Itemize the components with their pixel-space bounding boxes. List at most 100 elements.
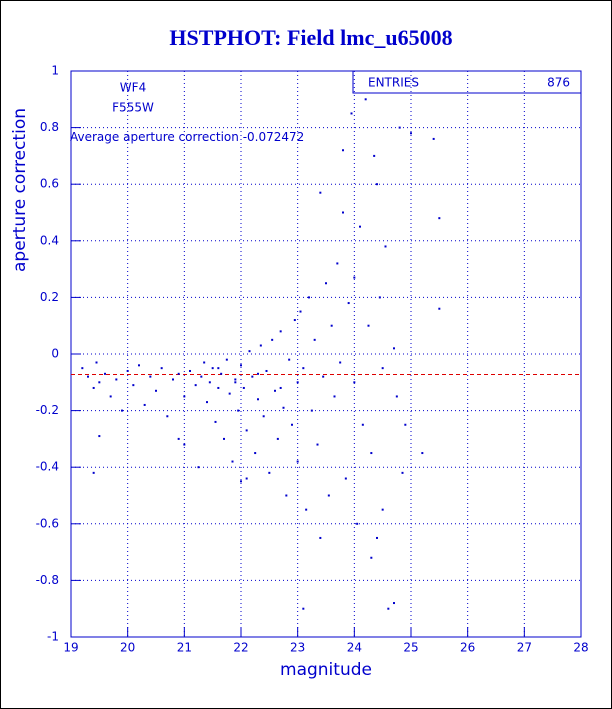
point xyxy=(305,508,308,511)
chart-title: HSTPHOT: Field lmc_u65008 xyxy=(169,25,452,50)
y-tick-label: -0.4 xyxy=(36,460,59,474)
point xyxy=(279,330,282,333)
point xyxy=(302,367,305,370)
point xyxy=(214,420,217,423)
point xyxy=(322,375,325,378)
point xyxy=(228,392,231,395)
point xyxy=(373,154,376,157)
point xyxy=(393,602,395,605)
point xyxy=(370,556,373,559)
point xyxy=(359,225,361,228)
point xyxy=(183,443,186,446)
point xyxy=(200,375,203,378)
point xyxy=(370,452,373,455)
point xyxy=(234,381,237,384)
point xyxy=(206,401,208,404)
point xyxy=(319,536,322,539)
point xyxy=(293,319,296,322)
point xyxy=(189,369,191,372)
point xyxy=(194,384,197,387)
point xyxy=(308,296,310,299)
point xyxy=(220,372,223,375)
point xyxy=(296,460,299,463)
point xyxy=(404,423,407,426)
point xyxy=(155,389,157,392)
x-tick-label: 25 xyxy=(403,641,418,655)
point xyxy=(342,149,344,152)
point xyxy=(98,435,101,438)
point xyxy=(410,132,412,135)
point xyxy=(203,361,206,364)
point xyxy=(299,310,302,313)
stats-label: ENTRIES xyxy=(368,76,419,90)
x-tick-label: 21 xyxy=(177,641,192,655)
y-tick-label: 1 xyxy=(51,64,59,78)
y-tick-label: -0.8 xyxy=(36,573,59,587)
y-tick-label: 0.8 xyxy=(40,120,59,134)
point xyxy=(245,429,248,432)
point xyxy=(242,386,245,389)
point xyxy=(217,367,220,370)
point xyxy=(265,369,268,372)
point xyxy=(225,358,228,361)
point xyxy=(421,452,424,455)
point xyxy=(319,191,322,194)
point xyxy=(223,437,225,440)
point xyxy=(376,183,378,186)
point xyxy=(347,302,350,305)
point xyxy=(438,307,441,310)
y-tick-label: 0.2 xyxy=(40,290,59,304)
point xyxy=(296,381,299,384)
point xyxy=(350,112,353,115)
point xyxy=(257,372,259,375)
y-tick-label: 0.4 xyxy=(40,233,59,247)
point xyxy=(231,460,234,463)
point xyxy=(313,338,316,341)
point xyxy=(288,358,291,361)
point xyxy=(325,282,327,285)
point xyxy=(282,406,285,409)
point xyxy=(401,471,404,474)
point xyxy=(384,245,387,248)
note: F555W xyxy=(112,101,154,115)
point xyxy=(327,494,330,497)
point xyxy=(271,338,274,341)
x-tick-label: 20 xyxy=(120,641,135,655)
point xyxy=(316,443,319,446)
x-tick-label: 23 xyxy=(290,641,305,655)
x-tick-label: 22 xyxy=(233,641,248,655)
point xyxy=(109,395,112,398)
point xyxy=(438,217,441,220)
point xyxy=(279,386,282,389)
point xyxy=(310,409,313,412)
point xyxy=(333,395,336,398)
point xyxy=(353,381,356,384)
point xyxy=(268,471,271,474)
point xyxy=(98,381,101,384)
point xyxy=(245,477,248,480)
point xyxy=(393,347,395,350)
x-tick-label: 19 xyxy=(63,641,78,655)
point xyxy=(356,522,359,525)
mean-value: -0.072472 xyxy=(243,130,305,144)
point xyxy=(353,276,356,279)
point xyxy=(248,350,251,353)
point xyxy=(177,437,180,440)
point xyxy=(143,403,146,406)
point xyxy=(87,375,89,378)
point xyxy=(138,364,140,367)
point xyxy=(251,375,254,378)
point xyxy=(262,415,265,418)
y-tick-label: 0.6 xyxy=(40,177,59,191)
point xyxy=(234,378,237,381)
point xyxy=(208,381,211,384)
point xyxy=(336,262,339,265)
point xyxy=(381,508,384,511)
point xyxy=(285,494,288,497)
point xyxy=(432,137,435,140)
point xyxy=(149,375,152,378)
mean-annotation: Average aperture correction -0.072472 xyxy=(70,130,304,144)
y-tick-label: -0.2 xyxy=(36,403,59,417)
point xyxy=(211,367,214,370)
